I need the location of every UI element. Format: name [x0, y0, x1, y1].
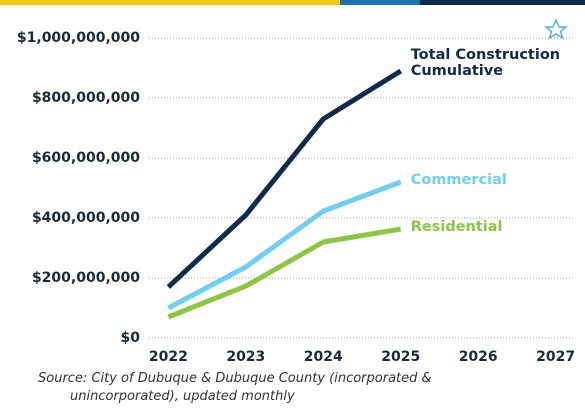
x-tick-label: 2025	[381, 349, 420, 365]
y-tick-label: $400,000,000	[32, 210, 140, 226]
x-tick-label: 2022	[149, 349, 188, 365]
x-tick-label: 2027	[536, 349, 575, 365]
series-label: Residential	[410, 219, 503, 236]
x-tick-label: 2024	[304, 349, 343, 365]
source-note: Source: City of Dubuque & Dubuque County…	[38, 371, 432, 404]
series-line	[167, 179, 402, 311]
top-strip	[0, 0, 340, 5]
y-tick-label: $1,000,000,000	[17, 30, 140, 46]
star-icon	[543, 18, 569, 40]
x-tick-label: 2023	[226, 349, 265, 365]
y-tick-label: $800,000,000	[32, 90, 140, 106]
x-tick-label: 2026	[459, 349, 498, 365]
series-line	[166, 68, 403, 289]
series-label: Total Construction Cumulative	[410, 47, 561, 79]
top-strip	[420, 0, 585, 5]
y-tick-label: $200,000,000	[32, 270, 140, 286]
series-line	[167, 226, 402, 320]
y-tick-label: $600,000,000	[32, 150, 140, 166]
y-tick-label: $0	[121, 330, 141, 346]
top-strip	[340, 0, 420, 5]
series-label: Commercial	[410, 172, 507, 188]
